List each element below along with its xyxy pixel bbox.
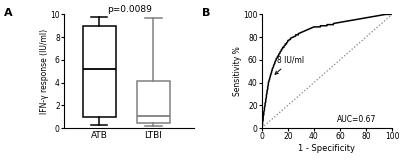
PathPatch shape xyxy=(83,26,116,117)
X-axis label: 1 - Specificity: 1 - Specificity xyxy=(298,144,356,153)
Text: 8 IU/ml: 8 IU/ml xyxy=(275,55,304,74)
Text: B: B xyxy=(202,8,210,18)
Text: A: A xyxy=(4,8,13,18)
PathPatch shape xyxy=(137,81,170,124)
Text: AUC=0.67: AUC=0.67 xyxy=(337,115,377,124)
Y-axis label: Sensitivity %: Sensitivity % xyxy=(233,46,242,96)
Y-axis label: IFN-γ response (IU/ml): IFN-γ response (IU/ml) xyxy=(40,29,49,114)
Title: p=0.0089: p=0.0089 xyxy=(107,5,152,14)
